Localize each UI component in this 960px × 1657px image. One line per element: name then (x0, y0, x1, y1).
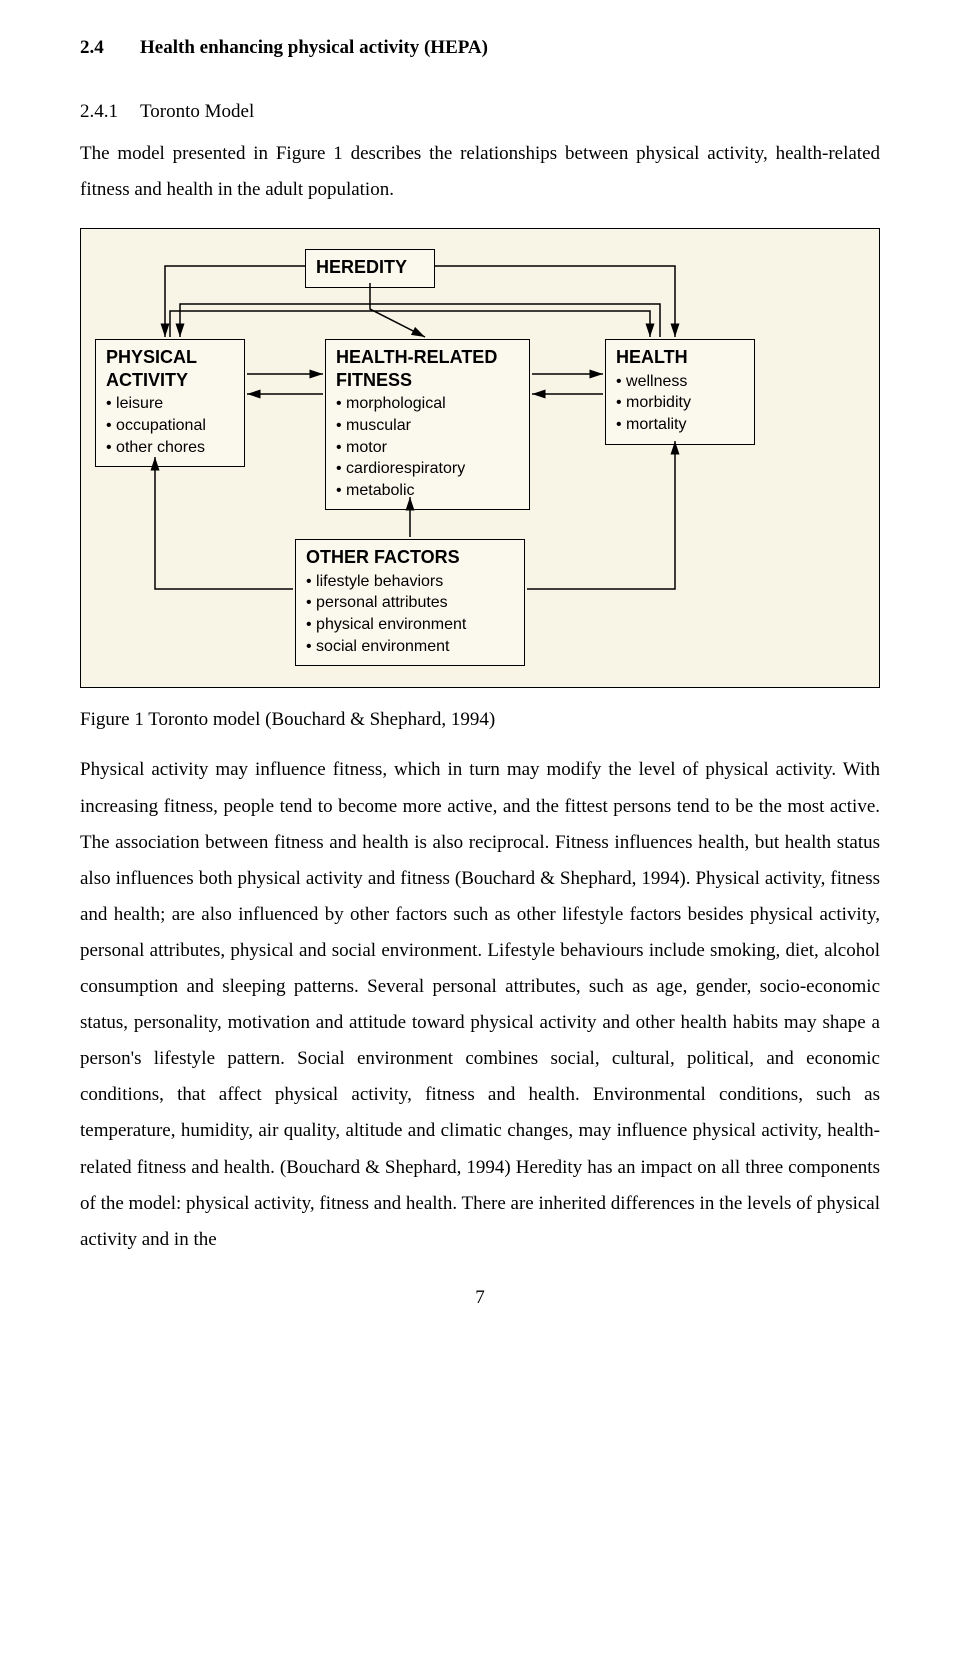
subheading-number: 2.4.1 (80, 94, 140, 130)
health-item: morbidity (616, 392, 744, 414)
health-item: wellness (616, 371, 744, 393)
body-paragraph: Physical activity may influence fitness,… (80, 752, 880, 1257)
heredity-box: HEREDITY (305, 249, 435, 288)
heading-title: Health enhancing physical activity (HEPA… (140, 37, 488, 58)
pa-title: PHYSICAL ACTIVITY (106, 346, 234, 391)
physical-activity-box: PHYSICAL ACTIVITY leisure occupational o… (95, 339, 245, 467)
figure-caption: Figure 1 Toronto model (Bouchard & Sheph… (80, 702, 880, 738)
health-box: HEALTH wellness morbidity mortality (605, 339, 755, 444)
hrf-item: cardiorespiratory (336, 458, 519, 480)
pa-item: occupational (106, 415, 234, 437)
hrf-title: HEALTH-RELATED FITNESS (336, 346, 519, 391)
page-number: 7 (80, 1280, 880, 1316)
other-factors-box: OTHER FACTORS lifestyle behaviors person… (295, 539, 525, 666)
section-heading: 2.4Health enhancing physical activity (H… (80, 30, 880, 66)
pa-item: leisure (106, 393, 234, 415)
subsection-heading: 2.4.1Toronto Model (80, 94, 880, 130)
heading-number: 2.4 (80, 30, 140, 66)
other-item: personal attributes (306, 592, 514, 614)
other-title: OTHER FACTORS (306, 546, 514, 569)
health-title: HEALTH (616, 346, 744, 369)
intro-paragraph: The model presented in Figure 1 describe… (80, 136, 880, 208)
pa-list: leisure occupational other chores (106, 393, 234, 458)
figure-1-diagram: HEREDITY PHYSICAL ACTIVITY leisure occup… (80, 228, 880, 688)
hrf-item: morphological (336, 393, 519, 415)
hrf-item: metabolic (336, 480, 519, 502)
health-related-fitness-box: HEALTH-RELATED FITNESS morphological mus… (325, 339, 530, 510)
pa-item: other chores (106, 437, 234, 459)
health-item: mortality (616, 414, 744, 436)
other-item: social environment (306, 636, 514, 658)
health-list: wellness morbidity mortality (616, 371, 744, 436)
hrf-item: motor (336, 437, 519, 459)
subheading-title: Toronto Model (140, 101, 254, 122)
hrf-item: muscular (336, 415, 519, 437)
other-list: lifestyle behaviors personal attributes … (306, 571, 514, 657)
other-item: lifestyle behaviors (306, 571, 514, 593)
other-item: physical environment (306, 614, 514, 636)
toronto-model-diagram: HEREDITY PHYSICAL ACTIVITY leisure occup… (95, 249, 865, 669)
heredity-title: HEREDITY (316, 256, 424, 279)
hrf-list: morphological muscular motor cardiorespi… (336, 393, 519, 501)
